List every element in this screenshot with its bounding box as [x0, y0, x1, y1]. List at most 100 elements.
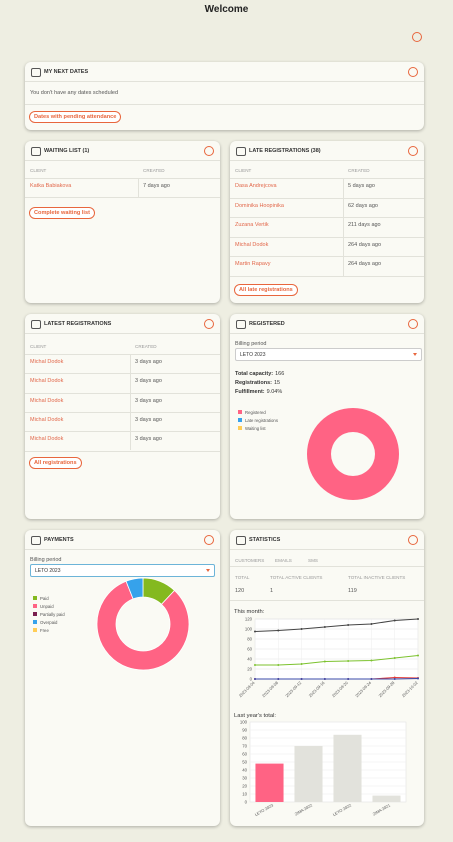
divider: [230, 178, 424, 179]
button[interactable]: All late registrations: [234, 284, 298, 296]
client-link[interactable]: Michal Dodok: [30, 416, 64, 423]
y-tick-label: 80: [247, 637, 252, 642]
card: MY NEXT DATES You don't have any dates sc…: [25, 62, 424, 130]
line-point: [347, 624, 350, 626]
y-tick-label: 100: [240, 720, 248, 725]
stat-label: Registrations:: [235, 380, 272, 386]
divider: [230, 333, 424, 334]
tab[interactable]: CUSTOMERS: [235, 558, 265, 563]
tab[interactable]: SMS: [308, 558, 318, 563]
line-point: [277, 664, 280, 666]
legend-swatch: [33, 620, 37, 624]
settings-button[interactable]: [412, 32, 422, 42]
settings-button[interactable]: [204, 319, 214, 329]
divider: [230, 217, 424, 218]
billing-select[interactable]: LETO 2023: [235, 348, 422, 361]
pie-slice: [125, 577, 144, 600]
billing-select[interactable]: LETO 2023: [30, 564, 215, 577]
pie-slice: [126, 581, 134, 599]
client-link[interactable]: Zuzana Vertik: [235, 222, 269, 228]
x-tick-label: ZIMA 2022: [294, 802, 314, 816]
client-link[interactable]: Martin Rapavy: [235, 261, 271, 267]
card-icon: [31, 147, 41, 156]
y-tick-label: 50: [242, 760, 247, 765]
client-link[interactable]: Dominika Hoopinika: [235, 202, 284, 209]
line-point: [254, 630, 256, 633]
column-header: CREATED: [348, 168, 370, 173]
settings-button[interactable]: [408, 67, 418, 77]
billing-label: Billing period: [235, 341, 267, 347]
total-label: TOTAL: [235, 575, 250, 580]
chart-title: This month:: [234, 609, 265, 615]
created-date: 3 days ago: [135, 378, 162, 385]
legend-label: Free: [40, 627, 49, 633]
billing-label: Billing period: [30, 557, 62, 563]
column-divider: [343, 236, 344, 256]
divider: [230, 566, 424, 567]
line-point: [323, 660, 326, 663]
line-point: [254, 678, 256, 680]
line-point: [254, 678, 256, 680]
y-tick-label: 40: [242, 768, 247, 773]
x-tick-label: 2023-09-28: [377, 680, 396, 699]
card-icon: [31, 320, 41, 329]
x-tick-label: LETO 2023: [254, 802, 275, 817]
line-point: [323, 626, 326, 628]
created-date: 3 days ago: [135, 436, 162, 443]
line-series: [255, 678, 419, 680]
column-header: CLIENT: [235, 168, 252, 173]
line-point: [277, 629, 280, 632]
legend-swatch: [238, 410, 242, 414]
divider: [230, 197, 424, 199]
settings-button[interactable]: [204, 535, 214, 545]
card-icon: [236, 147, 246, 156]
legend-label: Partially paid: [40, 611, 65, 617]
button[interactable]: All registrations: [29, 457, 82, 469]
card-icon: [236, 320, 246, 329]
client-link[interactable]: Michal Dodok: [30, 359, 64, 365]
chart-title: Last year's total:: [234, 713, 277, 719]
created-date: 62 days ago: [348, 202, 378, 209]
line-point: [300, 628, 303, 630]
y-tick-label: 0: [245, 800, 248, 805]
message: You don't have any dates scheduled: [30, 90, 118, 96]
card: PAYMENTS Billing period LETO 2023 Paid Unpai…: [25, 530, 220, 826]
line-point: [393, 657, 396, 659]
line-point: [393, 619, 396, 622]
settings-button[interactable]: [408, 319, 418, 329]
pie-slice: [307, 408, 399, 500]
settings-button[interactable]: [408, 146, 418, 156]
x-tick-label: LETO 2022: [332, 802, 353, 817]
line-point: [300, 663, 303, 665]
bar: [255, 763, 284, 802]
client-link[interactable]: Michal Dodok: [235, 241, 269, 248]
client-link[interactable]: Michal Dodok: [30, 378, 64, 385]
client-link[interactable]: Katka Babiakova: [30, 183, 72, 189]
tab[interactable]: EMAILS: [275, 558, 292, 563]
line-point: [393, 678, 396, 680]
divider: [25, 392, 220, 394]
line-point: [277, 678, 280, 680]
button[interactable]: Dates with pending attendance: [29, 111, 122, 123]
x-tick-label: 2023-10-02: [401, 680, 420, 699]
line-series: [255, 655, 419, 666]
settings-button[interactable]: [204, 146, 214, 156]
x-tick-label: 2023-09-04: [238, 680, 257, 699]
card-title: LATEST REGISTRATIONS: [44, 321, 112, 327]
column-divider: [343, 197, 344, 217]
client-link[interactable]: Dasa Andrejcova: [235, 183, 277, 189]
divider: [25, 450, 220, 452]
settings-button[interactable]: [408, 535, 418, 545]
stat-value: 9.04%: [266, 389, 283, 395]
divider: [25, 411, 220, 413]
divider: [25, 354, 220, 355]
legend-swatch: [33, 628, 37, 632]
legend-label: Waiting list: [245, 425, 266, 431]
line-point: [323, 678, 326, 680]
y-tick-label: 60: [242, 752, 247, 757]
column-divider: [130, 411, 131, 432]
client-link[interactable]: Michal Dodok: [30, 397, 64, 404]
button[interactable]: Complete waiting list: [29, 207, 95, 219]
client-link[interactable]: Michal Dodok: [30, 436, 64, 443]
